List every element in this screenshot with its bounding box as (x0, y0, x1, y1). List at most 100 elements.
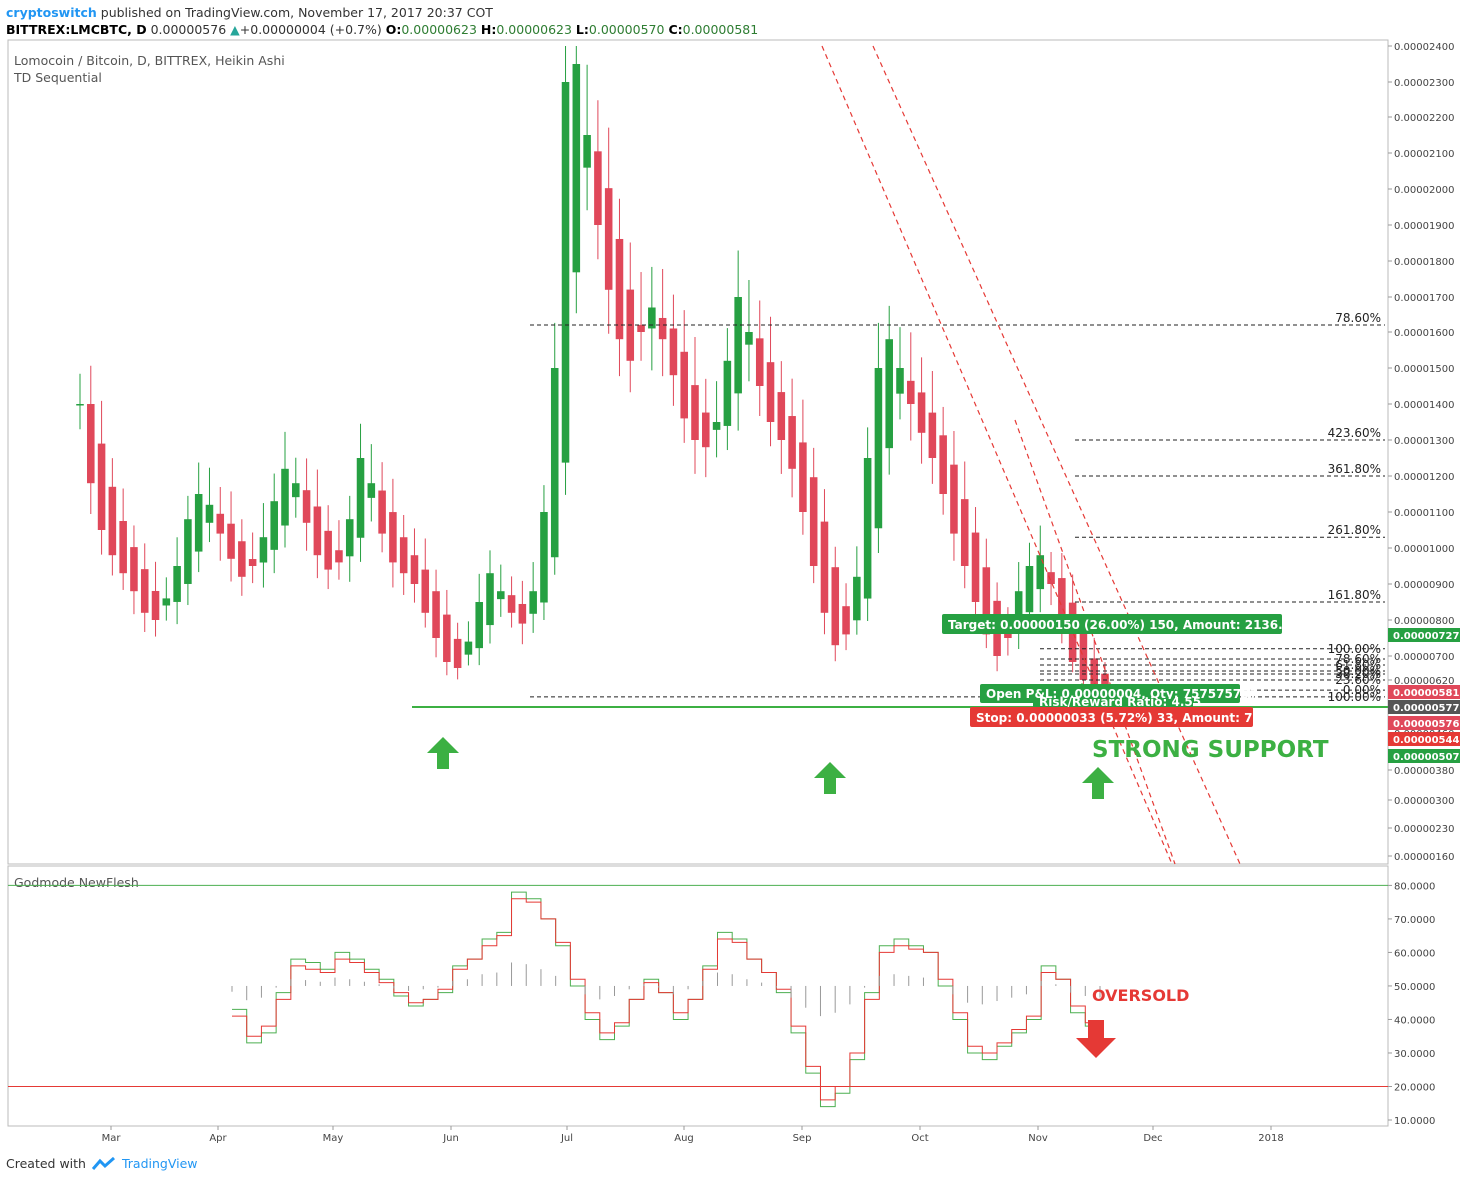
candle-body (842, 606, 850, 635)
candle-body (626, 289, 635, 361)
symbol-header: BITTREX:LMCBTC, D 0.00000576 ▲+0.0000000… (6, 21, 758, 38)
tradingview-logo-icon (91, 1156, 115, 1170)
candle-body (119, 521, 127, 574)
fib-level-label: 78.60% (1335, 652, 1381, 666)
fib-level-label: 78.60% (1335, 311, 1381, 325)
price-tag-bg (1388, 732, 1460, 746)
candle-body (464, 641, 473, 655)
candle-body (1047, 572, 1055, 584)
time-tick-label: Dec (1143, 1133, 1162, 1144)
price-tag-label: 0.00000577 (1393, 703, 1459, 714)
target-box-bg (942, 614, 1282, 634)
fib-level-label: 100.00% (1328, 690, 1381, 704)
published-text: published on TradingView.com, November 1… (96, 5, 493, 20)
price-tick-label: 0.00000230 (1394, 824, 1454, 835)
up-triangle-icon: ▲ (230, 22, 240, 37)
osc-series-line (232, 898, 1101, 1101)
publish-header: cryptoswitch published on TradingView.co… (6, 4, 493, 21)
candle-body (367, 483, 376, 498)
candle-body (302, 490, 311, 523)
candle-body (712, 422, 721, 430)
time-tick-label: Aug (674, 1133, 694, 1144)
candle-body (1025, 566, 1034, 613)
candle-body (1090, 658, 1098, 691)
candle-body (755, 338, 764, 386)
candle-body (173, 566, 181, 602)
candle-body (917, 392, 926, 433)
candle-body (993, 600, 1001, 656)
down-arrow-icon (1076, 1020, 1116, 1058)
candle-body (356, 458, 365, 538)
candle-body (669, 328, 678, 376)
fib-level-label: 261.80% (1328, 523, 1381, 537)
price-tick-label: 0.00002000 (1394, 185, 1454, 196)
candle-body (497, 591, 505, 600)
time-tick-label: Jul (560, 1133, 573, 1144)
up-arrow-icon (1082, 767, 1114, 799)
author-link[interactable]: cryptoswitch (6, 5, 97, 20)
candle-body (518, 603, 527, 624)
candle-body (928, 412, 937, 458)
time-tick-label: Sep (793, 1133, 812, 1144)
candle-body (87, 404, 95, 484)
created-with-text: Created with (6, 1156, 86, 1171)
time-axis: Mar Apr May Jun Jul Aug Sep Oct Nov Dec 2018 (102, 1126, 1284, 1144)
annotations: STRONG SUPPORT OVERSOLD Target: 0.00000150… (427, 614, 1460, 1058)
candle-body (971, 532, 980, 602)
candle-body (982, 567, 991, 635)
price-tick-label: 0.00001500 (1394, 364, 1454, 375)
osc-tick-label: 10.0000 (1394, 1116, 1435, 1127)
candle-body (820, 521, 829, 613)
close-label: C: (668, 22, 683, 37)
candle-body (788, 416, 796, 469)
oscillator-pane-frame (7, 865, 1389, 1127)
price-axis: 0.00002400 0.00002300 0.00002200 0.00002100… (1388, 42, 1454, 1127)
osc-tick-label: 30.0000 (1394, 1049, 1435, 1060)
price-tag-bg (1388, 716, 1460, 730)
candle-body (702, 412, 710, 448)
candle-body (140, 569, 149, 613)
trend-line (821, 45, 1173, 865)
candle-body (76, 404, 84, 406)
candle-body (831, 567, 840, 646)
oscillator-series (8, 884, 1388, 1108)
price-tick-label: 0.00001400 (1394, 400, 1454, 411)
candle-body (399, 537, 408, 574)
candle-body (885, 339, 893, 449)
open-pl-box-bg (980, 684, 1240, 703)
candle-body (853, 576, 861, 621)
lower-pane-title: Godmode NewFlesh (14, 875, 139, 890)
candle-body (604, 188, 613, 290)
indicator-title: TD Sequential (14, 70, 102, 85)
candle-body (248, 559, 257, 566)
candle-body (799, 442, 807, 512)
candle-body (389, 512, 397, 563)
oversold-label: OVERSOLD (1092, 986, 1189, 1005)
trend-line (872, 45, 1241, 865)
price-tag-label: 0.00000727 (1393, 631, 1459, 642)
candle-body (1079, 632, 1088, 680)
candle-body (561, 82, 570, 463)
tradingview-link[interactable]: TradingView (121, 1156, 198, 1171)
price-tick-label: 0.00002100 (1394, 149, 1454, 160)
open-value: 0.00000623 (401, 22, 477, 37)
time-tick-label: Mar (102, 1133, 122, 1144)
candle-body (486, 573, 494, 626)
fib-level-label: 100.00% (1328, 642, 1381, 656)
candle-body (432, 591, 440, 638)
time-tick-label: May (323, 1133, 344, 1144)
main-pane-title: Lomocoin / Bitcoin, D, BITTREX, Heikin A… (14, 53, 285, 68)
price-change: +0.00000004 (+0.7%) (239, 22, 382, 37)
candle-body (421, 569, 430, 613)
candle-body (680, 351, 688, 419)
candle-body (874, 368, 883, 529)
price-tick-label: 0.00002200 (1394, 113, 1454, 124)
open-label: O: (385, 22, 402, 37)
time-tick-label: 2018 (1258, 1133, 1283, 1144)
candle-body (130, 547, 138, 592)
candle-body (777, 392, 786, 440)
price-tag-label: 0.00000544 (1393, 735, 1459, 746)
candle-body (615, 238, 624, 340)
fib-retracement: 78.60% 423.60% 361.80% 261.80% 161.80% 100.00… (412, 311, 1388, 708)
